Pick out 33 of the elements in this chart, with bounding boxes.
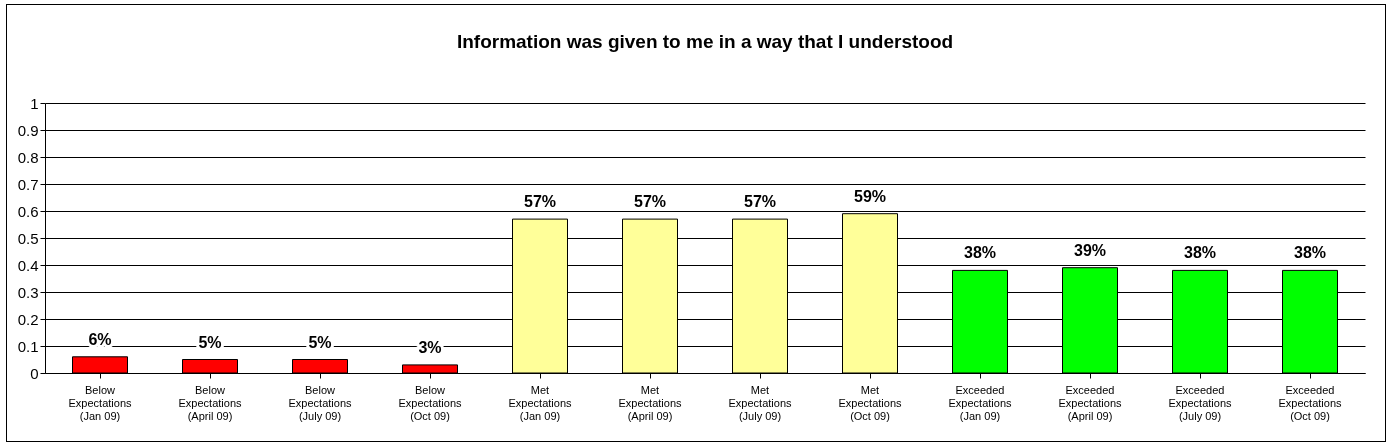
x-tick-label: Met Expectations (Oct 09) xyxy=(838,383,902,422)
data-label: 38% xyxy=(963,244,997,262)
x-tick-label: Exceeded Expectations (July 09) xyxy=(1168,383,1232,422)
y-tick-label: 0.9 xyxy=(17,121,39,139)
data-label: 57% xyxy=(633,193,667,211)
x-tick-label: Below Expectations (July 09) xyxy=(288,383,352,422)
y-tick-label: 0.1 xyxy=(17,337,39,355)
x-tick-label: Exceeded Expectations (Oct 09) xyxy=(1278,383,1342,422)
x-tick-label: Exceeded Expectations (Jan 09) xyxy=(948,383,1012,422)
y-tick-label: 0.4 xyxy=(17,256,39,274)
data-label: 6% xyxy=(88,330,112,348)
data-label: 59% xyxy=(853,187,887,205)
y-tick-label: 0.8 xyxy=(17,148,39,166)
chart-title: Information was given to me in a way that I understood xyxy=(456,31,954,52)
data-label: 39% xyxy=(1073,241,1107,259)
x-tick-label: Met Expectations (Jan 09) xyxy=(508,383,572,422)
x-tick-label: Met Expectations (April 09) xyxy=(618,383,682,422)
x-tick-label: Below Expectations (Jan 09) xyxy=(68,383,132,422)
y-tick-label: 0 xyxy=(30,364,39,382)
x-tick-label: Met Expectations (July 09) xyxy=(728,383,792,422)
y-tick-label: 0.3 xyxy=(17,283,39,301)
y-tick-label: 0.5 xyxy=(17,229,39,247)
data-label: 57% xyxy=(743,193,777,211)
x-tick-label: Below Expectations (April 09) xyxy=(178,383,242,422)
data-label: 38% xyxy=(1293,244,1327,262)
y-tick-label: 1 xyxy=(30,94,39,112)
y-tick-label: 0.6 xyxy=(17,202,39,220)
x-tick-label: Below Expectations (Oct 09) xyxy=(398,383,462,422)
y-tick-label: 0.2 xyxy=(17,310,39,328)
data-label: 57% xyxy=(523,193,557,211)
y-tick-label: 0.7 xyxy=(17,175,39,193)
x-tick-label: Exceeded Expectations (April 09) xyxy=(1058,383,1122,422)
data-label: 38% xyxy=(1183,244,1217,262)
